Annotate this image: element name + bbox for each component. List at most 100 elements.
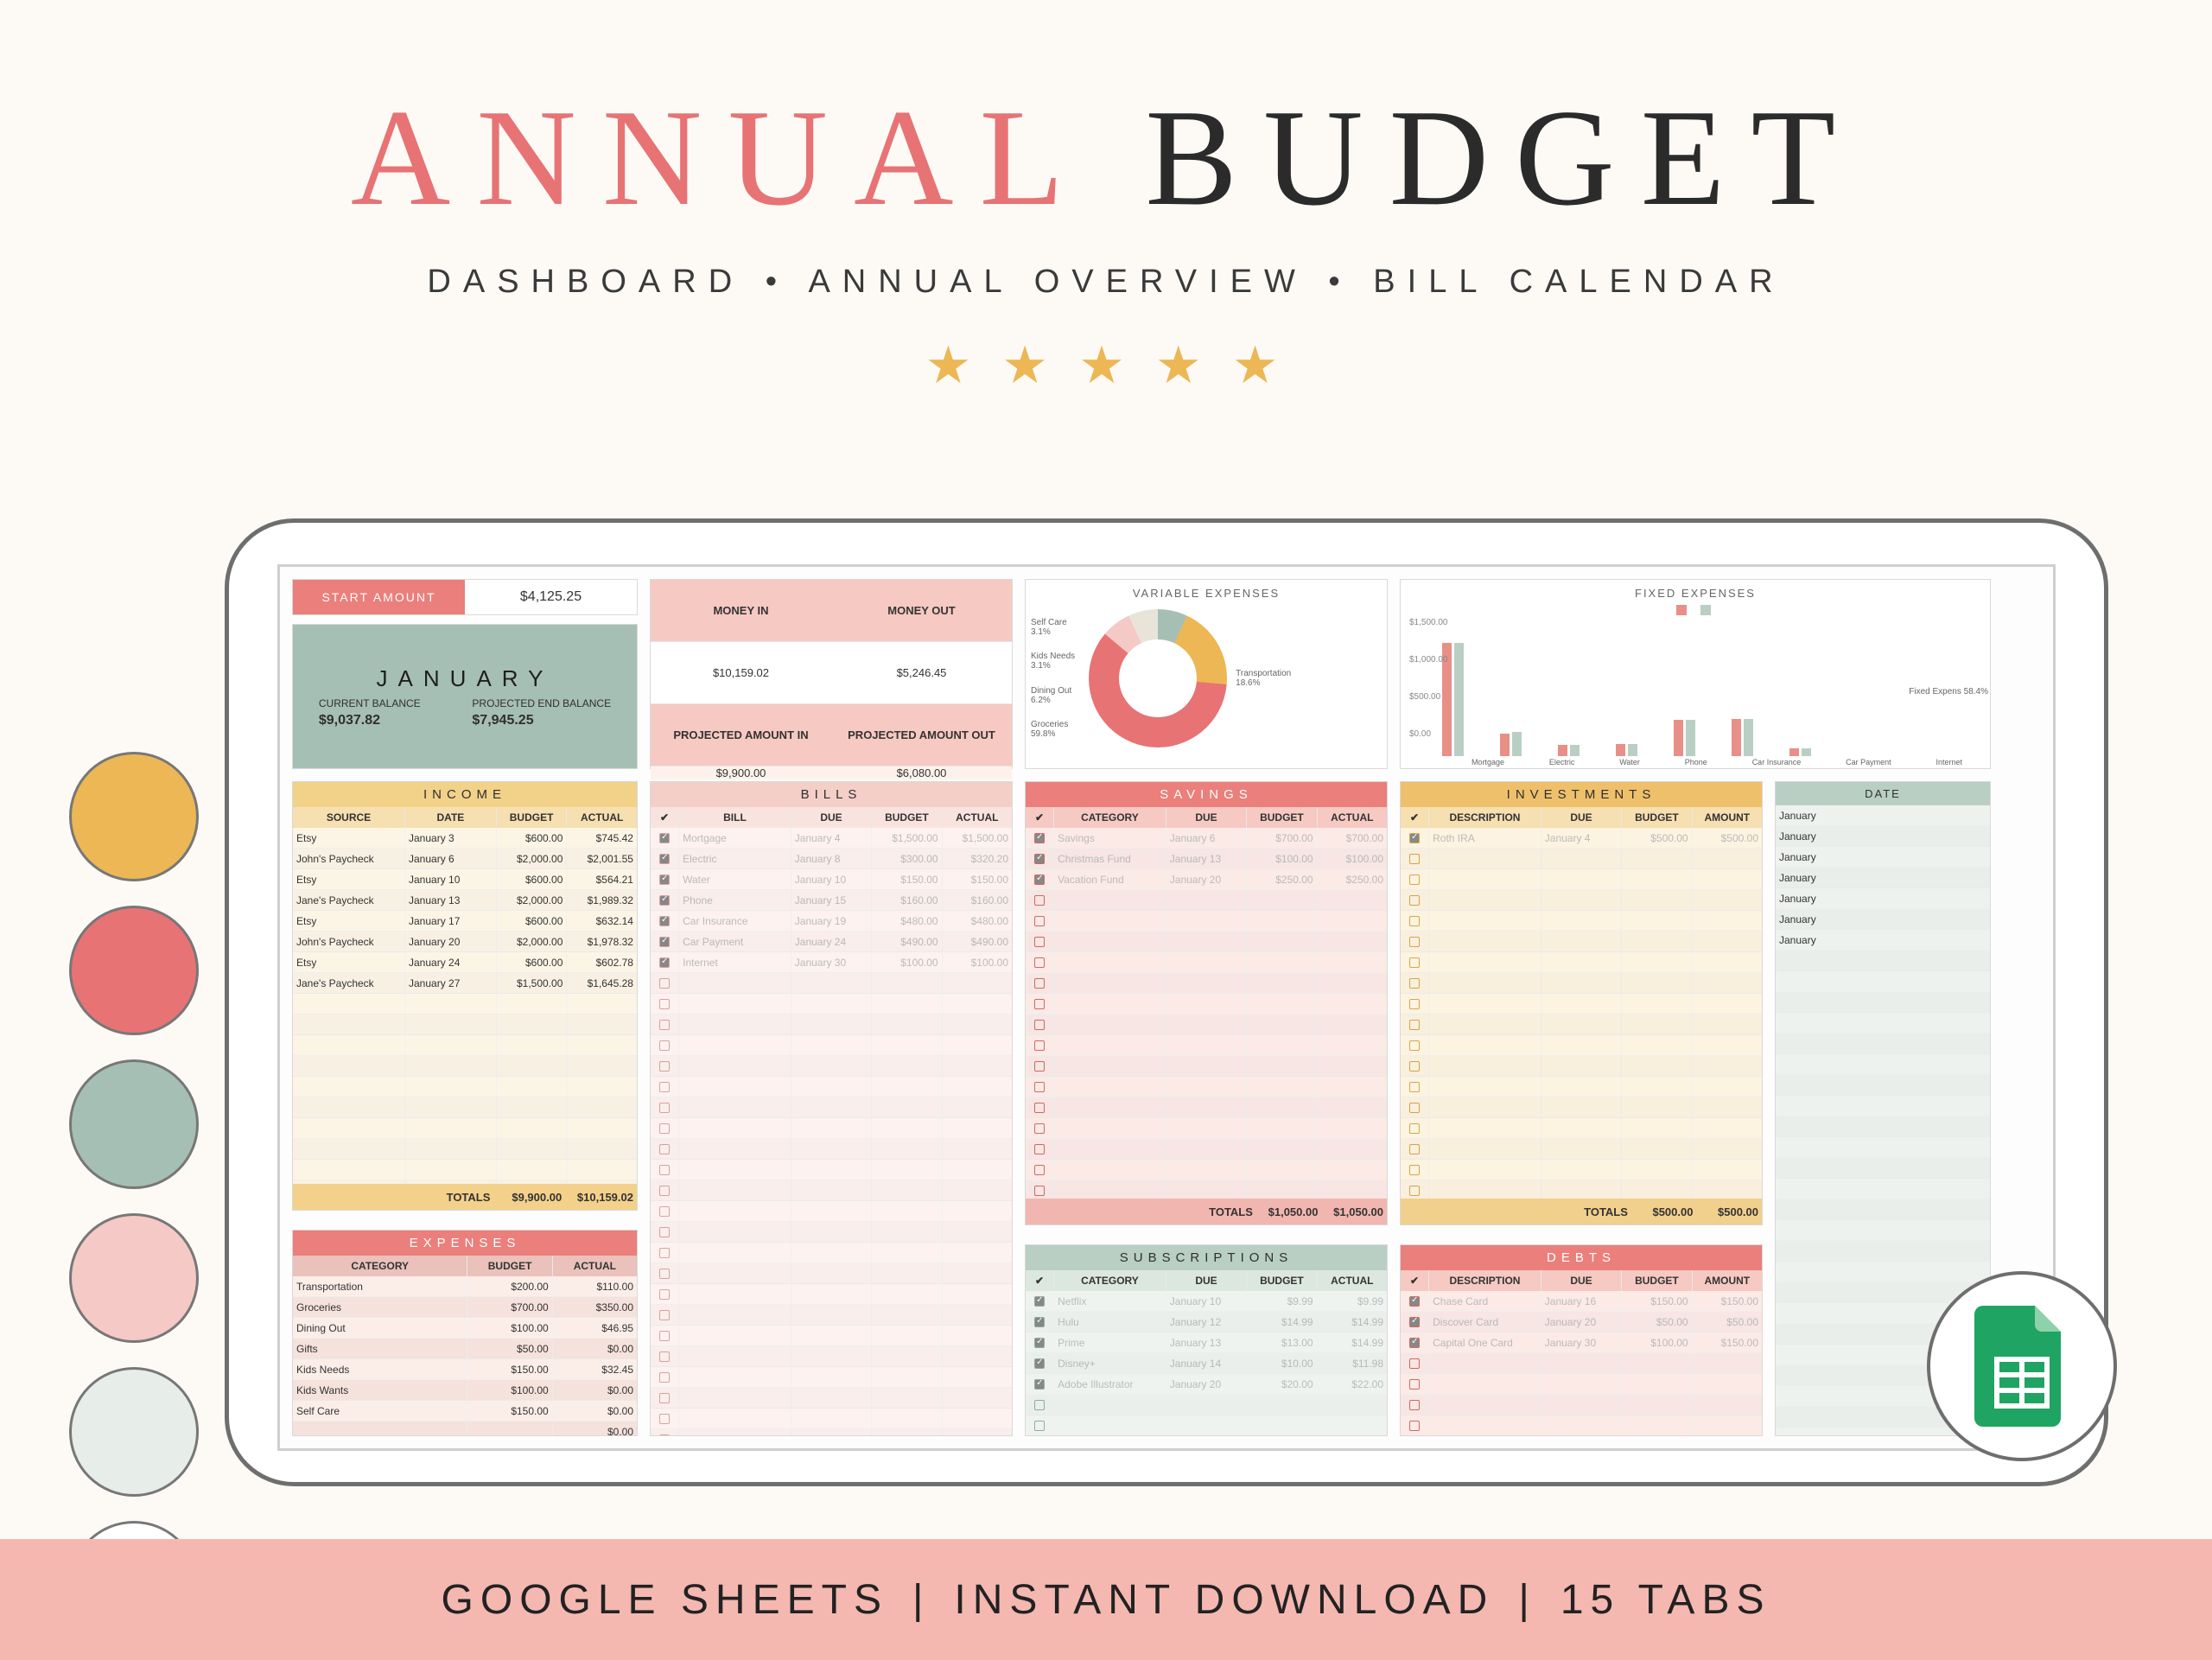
table-row[interactable]: MortgageJanuary 4$1,500.00$1,500.00 <box>651 828 1012 849</box>
table-row[interactable] <box>651 1263 1012 1284</box>
table-row[interactable] <box>1401 1395 1762 1415</box>
table-row[interactable]: EtsyJanuary 24$600.00$602.78 <box>293 952 637 973</box>
table-row[interactable] <box>1401 869 1762 890</box>
table-row[interactable]: InternetJanuary 30$100.00$100.00 <box>651 952 1012 973</box>
table-row[interactable] <box>651 1429 1012 1435</box>
table-row[interactable] <box>1026 1139 1387 1160</box>
table-row[interactable]: EtsyJanuary 10$600.00$564.21 <box>293 869 637 890</box>
table-row[interactable] <box>1401 1056 1762 1077</box>
table-row[interactable] <box>1401 994 1762 1014</box>
table-row[interactable] <box>1401 1139 1762 1160</box>
table-row[interactable]: $0.00 <box>293 1421 637 1435</box>
table-row[interactable] <box>651 1346 1012 1367</box>
table-row[interactable]: Gifts$50.00$0.00 <box>293 1339 637 1359</box>
table-row[interactable] <box>651 1222 1012 1243</box>
table-row[interactable] <box>1026 1180 1387 1199</box>
table-row[interactable] <box>651 1097 1012 1118</box>
table-row[interactable] <box>1401 890 1762 911</box>
table-row[interactable]: Car InsuranceJanuary 19$480.00$480.00 <box>651 911 1012 932</box>
table-row[interactable]: Disney+January 14$10.00$11.98 <box>1026 1353 1387 1374</box>
table-row[interactable]: Christmas FundJanuary 13$100.00$100.00 <box>1026 849 1387 869</box>
table-row[interactable]: Transportation$200.00$110.00 <box>293 1276 637 1297</box>
table-row[interactable] <box>1026 1097 1387 1118</box>
table-row[interactable] <box>293 994 637 1014</box>
table-row[interactable]: EtsyJanuary 3$600.00$745.42 <box>293 828 637 849</box>
table-row[interactable] <box>1401 1077 1762 1097</box>
table-row[interactable]: HuluJanuary 12$14.99$14.99 <box>1026 1312 1387 1332</box>
table-row[interactable] <box>293 1160 637 1180</box>
table-row[interactable] <box>1401 1118 1762 1139</box>
table-row[interactable] <box>651 1077 1012 1097</box>
table-row[interactable]: ElectricJanuary 8$300.00$320.20 <box>651 849 1012 869</box>
table-row[interactable] <box>293 1180 637 1184</box>
table-row[interactable] <box>1026 1160 1387 1180</box>
table-row[interactable] <box>651 1118 1012 1139</box>
table-row[interactable] <box>293 1097 637 1118</box>
table-row[interactable] <box>651 994 1012 1014</box>
table-row[interactable] <box>1401 1014 1762 1035</box>
table-row[interactable]: Dining Out$100.00$46.95 <box>293 1318 637 1339</box>
table-row[interactable]: January <box>1776 909 1990 930</box>
table-row[interactable]: EtsyJanuary 17$600.00$632.14 <box>293 911 637 932</box>
table-row[interactable] <box>1026 911 1387 932</box>
table-row[interactable] <box>651 1409 1012 1429</box>
table-row[interactable]: Vacation FundJanuary 20$250.00$250.00 <box>1026 869 1387 890</box>
table-row[interactable] <box>1401 973 1762 994</box>
table-row[interactable] <box>1026 973 1387 994</box>
table-row[interactable]: Discover CardJanuary 20$50.00$50.00 <box>1401 1312 1762 1332</box>
table-row[interactable]: Roth IRAJanuary 4$500.00$500.00 <box>1401 828 1762 849</box>
table-row[interactable]: Groceries$700.00$350.00 <box>293 1297 637 1318</box>
table-row[interactable] <box>1401 1415 1762 1435</box>
table-row[interactable] <box>293 1035 637 1056</box>
table-row[interactable] <box>1026 1118 1387 1139</box>
table-row[interactable] <box>651 1243 1012 1263</box>
table-row[interactable]: January <box>1776 868 1990 888</box>
table-row[interactable] <box>1026 890 1387 911</box>
table-row[interactable] <box>651 1388 1012 1409</box>
table-row[interactable] <box>651 1180 1012 1201</box>
table-row[interactable]: WaterJanuary 10$150.00$150.00 <box>651 869 1012 890</box>
table-row[interactable]: January <box>1776 826 1990 847</box>
table-row[interactable] <box>651 1284 1012 1305</box>
table-row[interactable] <box>1026 1395 1387 1415</box>
table-row[interactable]: Kids Needs$150.00$32.45 <box>293 1359 637 1380</box>
table-row[interactable] <box>1026 1415 1387 1435</box>
table-row[interactable]: January <box>1776 847 1990 868</box>
table-row[interactable]: January <box>1776 805 1990 826</box>
table-row[interactable]: SavingsJanuary 6$700.00$700.00 <box>1026 828 1387 849</box>
table-row[interactable] <box>651 973 1012 994</box>
table-row[interactable]: Capital One CardJanuary 30$100.00$150.00 <box>1401 1332 1762 1353</box>
table-row[interactable] <box>651 1305 1012 1326</box>
table-row[interactable] <box>1401 1035 1762 1056</box>
table-row[interactable] <box>1401 952 1762 973</box>
table-row[interactable] <box>293 1077 637 1097</box>
table-row[interactable]: NetflixJanuary 10$9.99$9.99 <box>1026 1291 1387 1312</box>
table-row[interactable] <box>1401 932 1762 952</box>
table-row[interactable]: Self Care$150.00$0.00 <box>293 1401 637 1421</box>
table-row[interactable]: Jane's PaycheckJanuary 13$2,000.00$1,989… <box>293 890 637 911</box>
table-row[interactable]: Chase CardJanuary 16$150.00$150.00 <box>1401 1291 1762 1312</box>
table-row[interactable]: Car PaymentJanuary 24$490.00$490.00 <box>651 932 1012 952</box>
table-row[interactable] <box>651 1160 1012 1180</box>
table-row[interactable]: Jane's PaycheckJanuary 27$1,500.00$1,645… <box>293 973 637 994</box>
table-row[interactable] <box>651 1139 1012 1160</box>
table-row[interactable] <box>1401 849 1762 869</box>
table-row[interactable]: Adobe IllustratorJanuary 20$20.00$22.00 <box>1026 1374 1387 1395</box>
table-row[interactable]: January <box>1776 930 1990 951</box>
table-row[interactable] <box>651 1201 1012 1222</box>
table-row[interactable] <box>1026 1056 1387 1077</box>
table-row[interactable] <box>651 1035 1012 1056</box>
table-row[interactable] <box>293 1056 637 1077</box>
table-row[interactable] <box>651 1014 1012 1035</box>
table-row[interactable] <box>651 1056 1012 1077</box>
table-row[interactable]: PhoneJanuary 15$160.00$160.00 <box>651 890 1012 911</box>
table-row[interactable] <box>293 1014 637 1035</box>
table-row[interactable]: John's PaycheckJanuary 20$2,000.00$1,978… <box>293 932 637 952</box>
table-row[interactable] <box>1026 952 1387 973</box>
table-row[interactable] <box>651 1326 1012 1346</box>
table-row[interactable] <box>1401 1160 1762 1180</box>
table-row[interactable] <box>1026 1035 1387 1056</box>
table-row[interactable] <box>293 1139 637 1160</box>
table-row[interactable] <box>1401 1180 1762 1199</box>
table-row[interactable] <box>1026 1077 1387 1097</box>
